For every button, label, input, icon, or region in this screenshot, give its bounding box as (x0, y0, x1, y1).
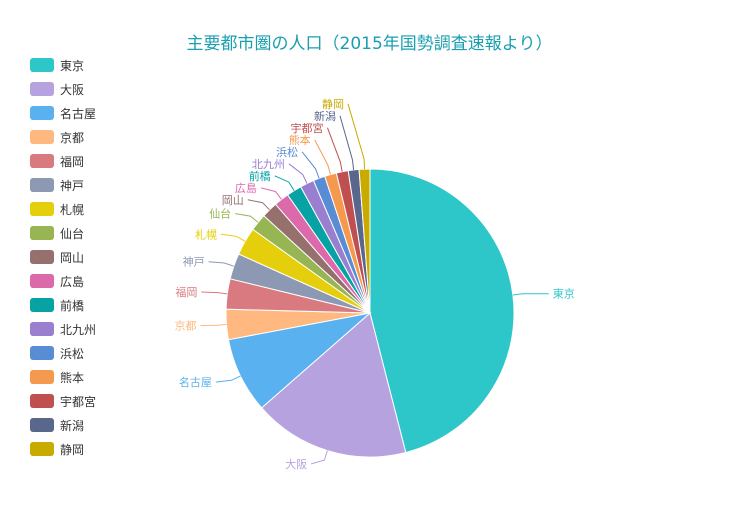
legend-swatch (30, 226, 54, 240)
slice-label: 仙台 (209, 207, 231, 221)
slice-label: 名古屋 (179, 375, 212, 389)
legend-item[interactable]: 熊本 (30, 365, 96, 389)
legend-swatch (30, 58, 54, 72)
label-line (314, 139, 331, 175)
label-line (215, 375, 241, 383)
legend-item[interactable]: 静岡 (30, 437, 96, 461)
slice-label: 北九州 (252, 158, 285, 171)
legend-item[interactable]: 札幌 (30, 197, 96, 221)
legend-item[interactable]: 東京 (30, 53, 96, 77)
label-line (235, 213, 259, 223)
slice-label: 札幌 (195, 227, 217, 241)
legend-label: 神戸 (60, 178, 85, 193)
legend-label: 広島 (60, 274, 85, 289)
slice-label: 広島 (235, 181, 257, 195)
legend-swatch (30, 370, 54, 384)
legend-label: 仙台 (60, 226, 85, 241)
legend-swatch (30, 322, 54, 336)
legend-swatch (30, 418, 54, 432)
legend-item[interactable]: 名古屋 (30, 101, 96, 125)
legend-swatch (30, 178, 54, 192)
legend-label: 新潟 (60, 418, 85, 433)
slice-label: 東京 (553, 287, 575, 301)
label-line (208, 261, 234, 267)
legend-label: 静岡 (60, 442, 85, 457)
legend-swatch (30, 298, 54, 312)
legend-swatch (30, 442, 54, 456)
label-line (274, 175, 295, 191)
legend-swatch (30, 82, 54, 96)
legend-label: 岡山 (60, 250, 85, 265)
label-line (247, 199, 270, 211)
legend-label: 宇都宮 (60, 394, 97, 409)
slice-label: 浜松 (276, 145, 298, 159)
legend-label: 北九州 (60, 322, 97, 337)
legend-item[interactable]: 広島 (30, 269, 96, 293)
legend-item[interactable]: 新潟 (30, 413, 96, 437)
slice-label: 大阪 (285, 457, 307, 471)
label-line (260, 187, 282, 200)
label-line (512, 293, 549, 296)
label-line (311, 450, 328, 465)
legend-label: 京都 (60, 130, 85, 145)
slice-label: 神戸 (183, 255, 205, 269)
label-line (339, 115, 355, 170)
slice-label: 宇都宮 (291, 121, 324, 135)
slice-label: 静岡 (322, 97, 344, 111)
pie-slice[interactable] (369, 168, 515, 454)
slice-label: 熊本 (289, 133, 311, 147)
label-line (200, 324, 227, 327)
chart-title: 主要都市圏の人口（2015年国勢調査速報より） (186, 34, 553, 54)
label-line (347, 103, 365, 170)
legend-swatch (30, 106, 54, 120)
legend-label: 札幌 (60, 202, 85, 217)
legend-label: 前橋 (60, 298, 85, 313)
legend-item[interactable]: 大阪 (30, 77, 96, 101)
legend-item[interactable]: 前橋 (30, 293, 96, 317)
slice-label: 岡山 (222, 194, 244, 207)
slice-label: 新潟 (314, 109, 336, 123)
legend-swatch (30, 130, 54, 144)
label-line (220, 233, 246, 242)
legend-item[interactable]: 神戸 (30, 173, 96, 197)
label-line (301, 151, 320, 179)
legend-swatch (30, 202, 54, 216)
legend: 東京大阪名古屋京都福岡神戸札幌仙台岡山広島前橋北九州浜松熊本宇都宮新潟静岡 (30, 53, 96, 461)
legend-swatch (30, 154, 54, 168)
legend-label: 大阪 (60, 82, 85, 97)
label-line (327, 127, 343, 172)
legend-label: 浜松 (60, 346, 85, 361)
legend-swatch (30, 250, 54, 264)
legend-label: 東京 (60, 58, 85, 73)
legend-item[interactable]: 浜松 (30, 341, 96, 365)
slice-label: 京都 (175, 319, 197, 333)
slice-label: 福岡 (175, 285, 197, 299)
legend-label: 名古屋 (60, 106, 97, 121)
legend-label: 熊本 (60, 370, 85, 385)
legend-item[interactable]: 宇都宮 (30, 389, 96, 413)
legend-item[interactable]: 京都 (30, 125, 96, 149)
legend-item[interactable]: 岡山 (30, 245, 96, 269)
pie-slice[interactable] (358, 168, 371, 314)
legend-label: 福岡 (60, 154, 85, 169)
legend-item[interactable]: 北九州 (30, 317, 96, 341)
legend-swatch (30, 394, 54, 408)
label-line (201, 291, 228, 295)
legend-item[interactable]: 仙台 (30, 221, 96, 245)
legend-item[interactable]: 福岡 (30, 149, 96, 173)
label-line (288, 163, 308, 184)
slice-label: 前橋 (249, 169, 271, 183)
legend-swatch (30, 274, 54, 288)
legend-swatch (30, 346, 54, 360)
